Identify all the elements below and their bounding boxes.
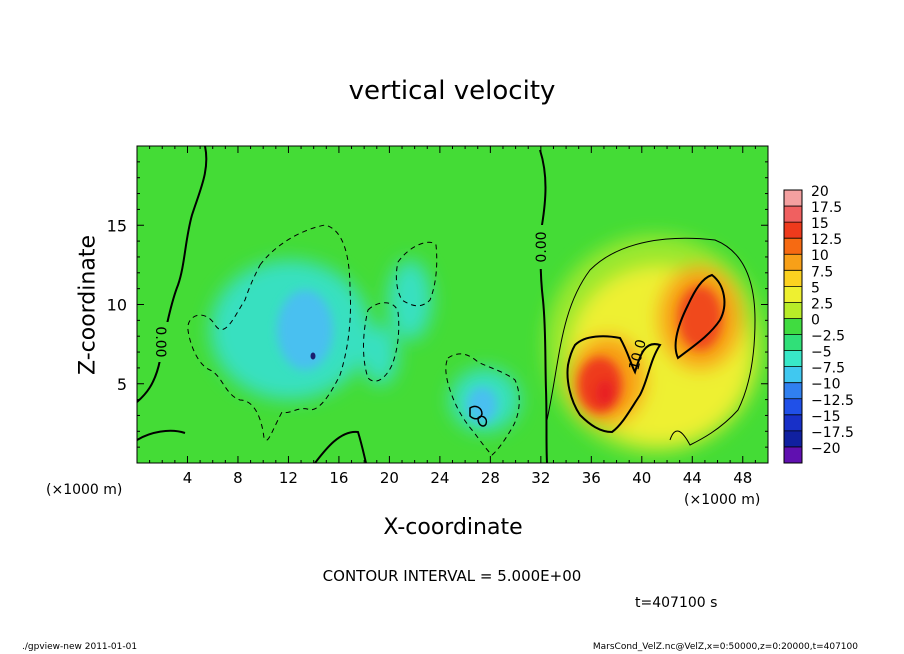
colorbar-label: 10 xyxy=(811,248,829,264)
colorbar-label: −12.5 xyxy=(811,393,854,409)
x-tick-label: 4 xyxy=(183,469,193,487)
colorbar-swatch xyxy=(784,446,802,464)
y-axis-ticks: 5 10 15 xyxy=(107,161,768,448)
x-tick-label: 48 xyxy=(733,469,752,487)
colorbar-swatch xyxy=(784,334,802,352)
colorbar-swatch xyxy=(784,430,802,448)
colorbar-swatch xyxy=(784,414,802,432)
contour-lines xyxy=(137,146,756,463)
negative-10-contour-b xyxy=(477,415,488,427)
colorbar-label: −20 xyxy=(811,441,841,457)
colorbar-swatch xyxy=(784,302,802,319)
colorbar: 2017.51512.5107.552.50−2.5−5−7.5−10−12.5… xyxy=(783,184,854,464)
colorbar-label: −17.5 xyxy=(811,425,854,441)
contour-labels: 0.00 0.00 10.0 xyxy=(152,225,650,372)
y-unit-label: (×1000 m) xyxy=(46,482,123,498)
colorbar-label: 5 xyxy=(811,280,820,296)
x-tick-label: 44 xyxy=(683,469,702,487)
updraft-peak xyxy=(595,379,615,407)
colorbar-swatch xyxy=(784,222,802,239)
x-tick-label: 28 xyxy=(481,469,500,487)
x-tick-label: 12 xyxy=(279,469,298,487)
footer-right: MarsCond_VelZ.nc@VelZ,x=0:50000,z=0:2000… xyxy=(592,642,858,652)
colorbar-label: −2.5 xyxy=(811,329,845,345)
negative-5-contour-small xyxy=(363,302,400,382)
y-tick-label: 5 xyxy=(117,375,127,394)
x-tick-label: 36 xyxy=(582,469,601,487)
colorbar-label: 2.5 xyxy=(811,296,833,312)
downdraft-core-left xyxy=(277,290,333,370)
contour-label-positive: 10.0 xyxy=(626,338,650,372)
negative-5-contour-low xyxy=(445,353,520,456)
x-tick-label: 40 xyxy=(632,469,651,487)
colorbar-label: 17.5 xyxy=(811,200,842,216)
y-tick-label: 10 xyxy=(107,296,127,315)
contour-interval-text: CONTOUR INTERVAL = 5.000E+00 xyxy=(322,567,582,585)
colorbar-label: −5 xyxy=(811,345,832,361)
contour-label-bg-mid xyxy=(531,225,549,269)
colorbar-label: −15 xyxy=(811,409,841,425)
colorbar-swatch xyxy=(784,350,802,368)
x-tick-label: 32 xyxy=(531,469,550,487)
x-tick-label: 8 xyxy=(233,469,243,487)
colorbar-swatch xyxy=(784,254,802,271)
zero-contour-mid xyxy=(539,149,548,463)
negative-10-contour-a xyxy=(469,405,483,420)
x-axis-ticks: 4 8 12 16 20 24 28 32 36 40 44 48 xyxy=(149,146,756,487)
x-tick-label: 20 xyxy=(380,469,399,487)
cyan-zone-mid xyxy=(388,260,432,340)
y-tick-label: 15 xyxy=(107,216,127,235)
x-axis-label: X-coordinate xyxy=(383,515,523,540)
colorbar-swatch xyxy=(784,398,802,416)
colorbar-label: −10 xyxy=(811,377,841,393)
cyan-zone-small xyxy=(362,325,398,385)
contour-label-left: 0.00 xyxy=(152,326,168,357)
colorbar-swatch xyxy=(784,366,802,384)
contour-label-bg-left xyxy=(152,322,170,362)
zero-contour-low xyxy=(137,429,186,441)
negative-10-core-left xyxy=(310,352,316,360)
chart-title: vertical velocity xyxy=(348,76,556,106)
zero-contour-left xyxy=(137,146,208,403)
positive-10-contour-right xyxy=(674,273,726,360)
negative-5-contour-mid xyxy=(395,241,438,307)
footer-left: ./gpview-new 2011-01-01 xyxy=(22,642,138,652)
colorbar-label: −7.5 xyxy=(811,361,845,377)
colorbar-label: 7.5 xyxy=(811,264,833,280)
colorbar-swatch xyxy=(784,190,802,207)
y-axis-label: Z-coordinate xyxy=(75,235,101,375)
positive-5-contour xyxy=(546,237,756,446)
x-tick-label: 24 xyxy=(430,469,449,487)
colorbar-label: 15 xyxy=(811,216,829,232)
colorbar-swatch xyxy=(784,206,802,223)
colorbar-swatch xyxy=(784,318,802,336)
colorbar-label: 0 xyxy=(811,312,820,328)
colorbar-label: 12.5 xyxy=(811,232,842,248)
positive-10-contour-left xyxy=(566,335,662,434)
x-unit-label: (×1000 m) xyxy=(684,492,761,508)
colorbar-swatch xyxy=(784,238,802,255)
time-text: t=407100 s xyxy=(635,595,718,611)
colorbar-swatch xyxy=(784,270,802,287)
x-tick-label: 16 xyxy=(329,469,348,487)
colorbar-swatch xyxy=(784,382,802,400)
downdraft-core-low xyxy=(467,387,497,423)
contour-label-mid: 0.00 xyxy=(534,231,550,262)
colorbar-swatch xyxy=(784,286,802,303)
colorbar-label: 20 xyxy=(811,184,829,200)
zero-contour-bump xyxy=(314,430,367,463)
field-layer xyxy=(137,146,768,463)
